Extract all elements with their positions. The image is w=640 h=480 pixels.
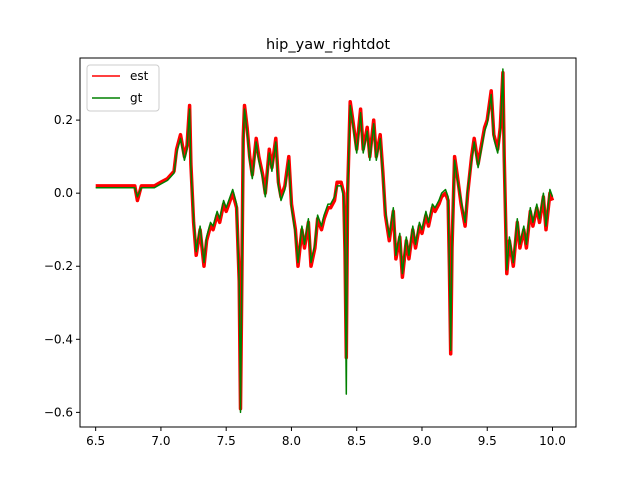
y-axis: 0.2 0.0 −0.2 −0.4 −0.6 <box>44 113 80 419</box>
x-tick-label: 8.0 <box>282 434 301 448</box>
x-tick-label: 9.0 <box>412 434 431 448</box>
legend-label-gt: gt <box>130 91 143 105</box>
y-tick-label: −0.2 <box>44 259 73 273</box>
legend: est gt <box>86 64 160 112</box>
x-tick-label: 9.5 <box>478 434 497 448</box>
legend-label-est: est <box>130 69 149 83</box>
series-line-gt <box>95 68 554 414</box>
y-tick-label: 0.0 <box>54 186 73 200</box>
x-axis: 6.5 7.0 7.5 8.0 8.5 9.0 9.5 10.0 <box>86 427 566 448</box>
x-tick-label: 8.5 <box>347 434 366 448</box>
x-tick-label: 6.5 <box>86 434 105 448</box>
axes-frame <box>79 57 577 428</box>
x-tick-label: 10.0 <box>539 434 566 448</box>
x-tick-label: 7.5 <box>217 434 236 448</box>
series-layer <box>95 68 555 414</box>
chart-title: hip_yaw_rightdot <box>266 37 390 53</box>
y-tick-label: −0.6 <box>44 405 73 419</box>
x-tick-label: 7.0 <box>151 434 170 448</box>
y-tick-label: 0.2 <box>54 113 73 127</box>
y-tick-label: −0.4 <box>44 332 73 346</box>
